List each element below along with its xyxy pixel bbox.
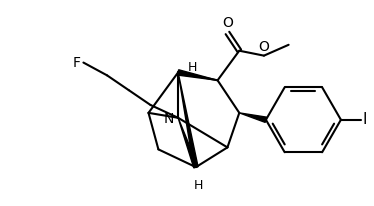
Text: O: O [222,16,233,30]
Text: H: H [188,61,197,74]
Polygon shape [178,70,218,80]
Polygon shape [178,118,198,168]
Text: I: I [363,112,367,127]
Polygon shape [178,73,198,167]
Text: O: O [258,40,269,54]
Text: F: F [73,56,80,70]
Text: N: N [164,112,174,126]
Text: H: H [194,179,203,192]
Polygon shape [239,113,267,122]
